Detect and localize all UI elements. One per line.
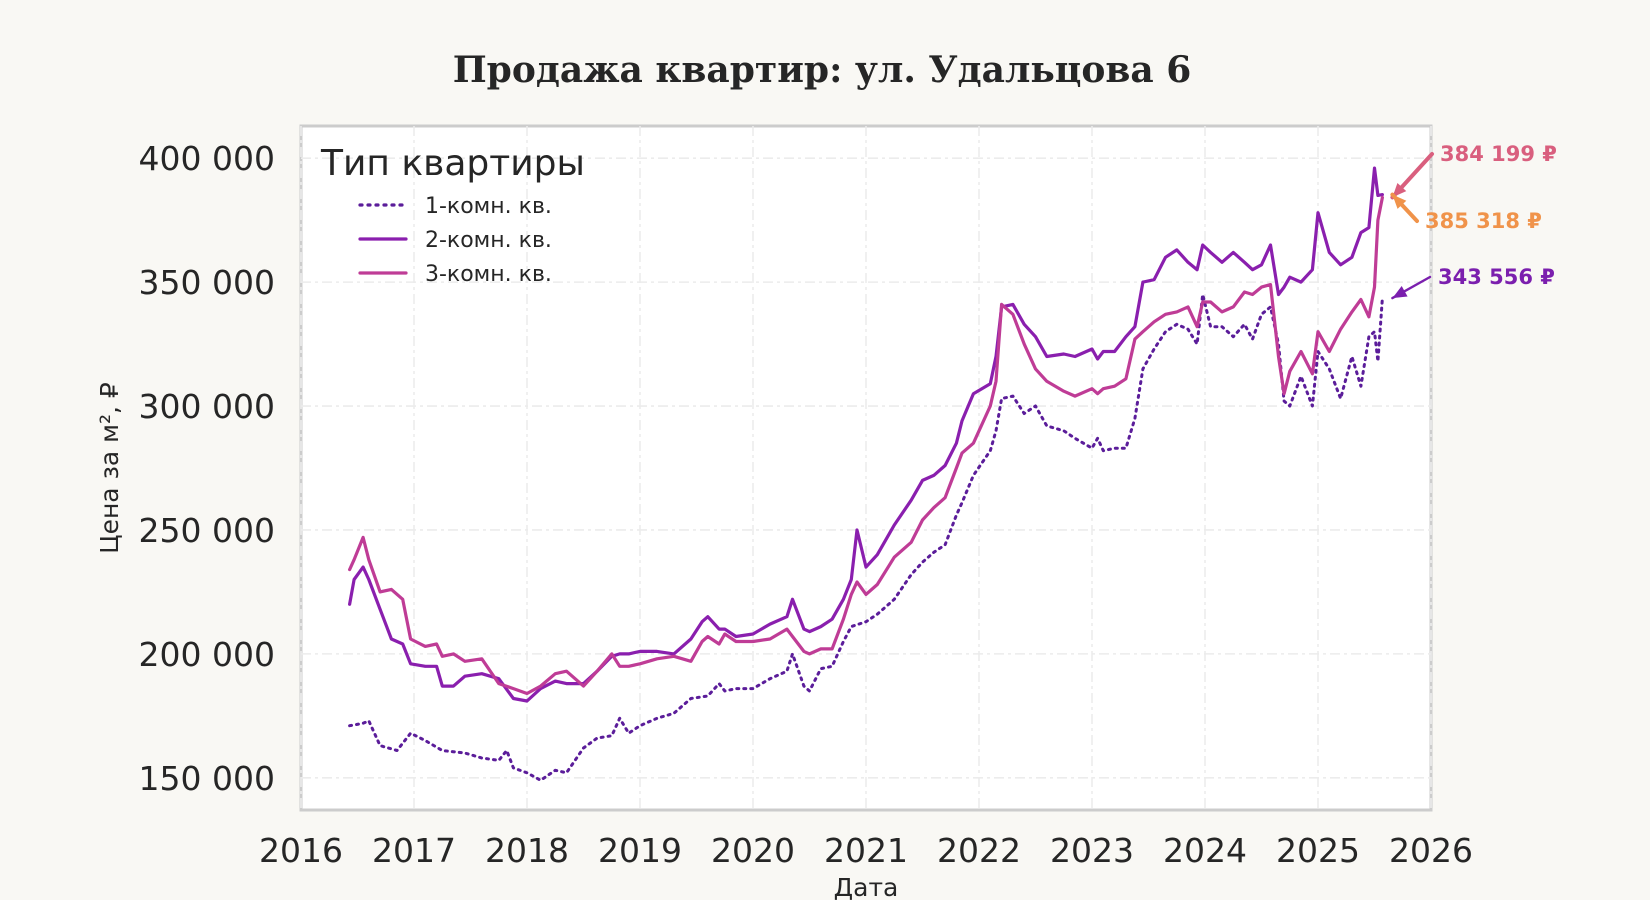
annotation-label-1: 384 199 ₽ <box>1440 142 1557 166</box>
x-tick-label: 2017 <box>372 831 456 870</box>
y-tick-label: 200 000 <box>139 635 275 674</box>
legend: Тип квартиры 1-комн. кв. 2-комн. кв. 3-ком… <box>320 143 585 287</box>
legend-label-2: 2-комн. кв. <box>425 228 552 253</box>
x-tick-label: 2021 <box>824 831 908 870</box>
series-layer <box>348 166 1384 782</box>
legend-title: Тип квартиры <box>320 143 585 184</box>
x-tick-label: 2022 <box>937 831 1021 870</box>
x-tick-label: 2024 <box>1163 831 1247 870</box>
legend-label-3: 3-комн. кв. <box>425 262 552 287</box>
x-tick-label: 2016 <box>259 831 343 870</box>
annotation-arrowhead-1 <box>1392 182 1407 198</box>
x-tick-label: 2018 <box>485 831 569 870</box>
x-axis: 2016 2017 2018 2019 2020 2021 2022 2023 2024 2025… <box>259 831 1473 870</box>
y-axis: 150 000 200 000 250 000 300 000 350 000 400 0… <box>139 139 275 798</box>
series-line-2 <box>348 166 1384 703</box>
annotations: 384 199 ₽ 385 318 ₽ 343 556 ₽ <box>1390 142 1557 300</box>
y-axis-label: Цена за м², ₽ <box>95 382 124 554</box>
x-axis-label: Дата <box>834 873 899 900</box>
legend-label-1: 1-комн. кв. <box>425 194 552 219</box>
grid <box>300 126 1432 810</box>
annotation-label-3: 343 556 ₽ <box>1438 265 1555 289</box>
x-tick-label: 2020 <box>711 831 795 870</box>
x-tick-label: 2026 <box>1389 831 1473 870</box>
series-line-3 <box>348 195 1384 696</box>
series-line-1 <box>348 293 1384 782</box>
annotation-label-2: 385 318 ₽ <box>1425 209 1542 233</box>
x-tick-label: 2025 <box>1276 831 1360 870</box>
y-tick-label: 300 000 <box>139 387 275 426</box>
y-tick-label: 400 000 <box>139 139 275 178</box>
annotation-arrowhead-3 <box>1392 286 1408 299</box>
x-tick-label: 2023 <box>1050 831 1134 870</box>
y-tick-label: 150 000 <box>139 759 275 798</box>
chart-title: Продажа квартир: ул. Удальцова 6 <box>453 49 1192 91</box>
annotation-arrowhead-2 <box>1392 194 1407 209</box>
y-tick-label: 250 000 <box>139 511 275 550</box>
y-tick-label: 350 000 <box>139 263 275 302</box>
x-tick-label: 2019 <box>598 831 682 870</box>
